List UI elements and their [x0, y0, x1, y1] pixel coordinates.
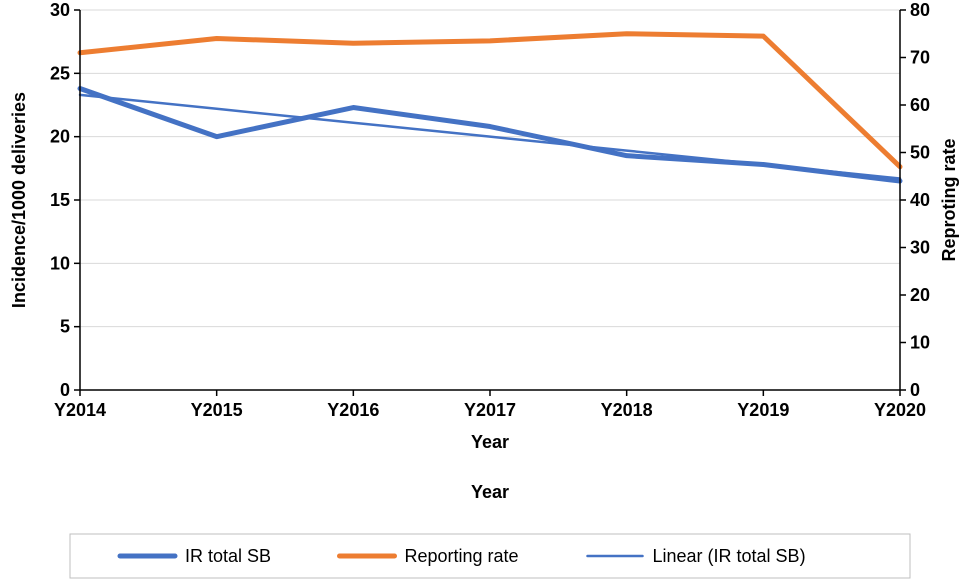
series-line — [80, 34, 900, 167]
legend-label: IR total SB — [185, 546, 271, 566]
extra-year-label: Year — [471, 482, 509, 502]
tick-label-left: 30 — [50, 0, 70, 20]
tick-label-x: Y2020 — [874, 400, 926, 420]
tick-label-right: 40 — [910, 190, 930, 210]
chart-svg: 0 5 10 15 20 25 30 0 10 20 30 40 50 60 70 80 Y2014 Y2015 Y… — [0, 0, 975, 586]
tick-label-left: 10 — [50, 253, 70, 273]
line-chart: 0 5 10 15 20 25 30 0 10 20 30 40 50 60 70 80 Y2014 Y2015 Y… — [0, 0, 975, 586]
tick-label-left: 5 — [60, 317, 70, 337]
tick-label-right: 20 — [910, 285, 930, 305]
tick-label-right: 60 — [910, 95, 930, 115]
tick-label-x: Y2017 — [464, 400, 516, 420]
x-axis-label: Year — [471, 432, 509, 452]
tick-label-right: 70 — [910, 48, 930, 68]
tick-label-left: 15 — [50, 190, 70, 210]
tick-label-x: Y2016 — [327, 400, 379, 420]
tick-label-left: 20 — [50, 127, 70, 147]
y-left-axis-label: Incidence/1000 deliveries — [9, 92, 29, 308]
tick-label-right: 50 — [910, 143, 930, 163]
tick-label-left: 0 — [60, 380, 70, 400]
tick-label-right: 0 — [910, 380, 920, 400]
tick-label-right: 30 — [910, 238, 930, 258]
tick-label-x: Y2019 — [737, 400, 789, 420]
tick-label-x: Y2018 — [601, 400, 653, 420]
tick-label-right: 80 — [910, 0, 930, 20]
tick-label-x: Y2015 — [191, 400, 243, 420]
legend-label: Linear (IR total SB) — [653, 546, 806, 566]
y-right-axis-label: Reproting rate — [939, 138, 959, 261]
tick-label-right: 10 — [910, 333, 930, 353]
tick-label-x: Y2014 — [54, 400, 106, 420]
legend-label: Reporting rate — [405, 546, 519, 566]
tick-label-left: 25 — [50, 63, 70, 83]
